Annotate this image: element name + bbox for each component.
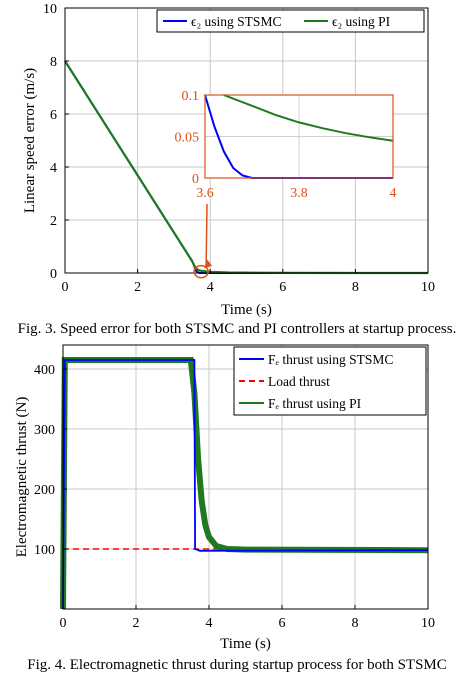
zoom-inset: 3.6 3.8 4 0 0.05 0.1 [175,89,397,279]
figure-3-caption: Fig. 3. Speed error for both STSMC and P… [18,321,457,337]
y-tick-label: 400 [34,363,55,378]
x-tick-label: 0 [62,280,69,295]
legend-label-pi: ϵ₂ using PI [332,14,391,29]
y-tick-label: 4 [50,161,57,176]
inset-frame [204,94,394,179]
y-tick-label: 200 [34,483,55,498]
y-axis-label: Linear speed error (m/s) [22,68,38,213]
x-tick-label: 10 [421,280,435,295]
x-tick-label: 4 [207,280,214,295]
tick-labels: 0 2 4 6 8 10 0 2 4 6 8 10 [43,2,435,295]
x-axis-label: Time (s) [220,636,271,652]
inset-y-tick-label: 0.05 [175,131,200,146]
x-tick-label: 10 [421,616,435,631]
x-tick-label: 2 [134,280,141,295]
y-tick-label: 6 [50,108,57,123]
series-stsmc [62,359,429,610]
legend: ϵ₂ using STSMC ϵ₂ using PI [156,9,425,33]
x-tick-label: 2 [133,616,140,631]
x-tick-label: 4 [206,616,213,631]
y-tick-label: 100 [34,543,55,558]
x-tick-label: 0 [60,616,67,631]
x-tick-label: 8 [352,616,359,631]
inset-x-tick-label: 3.8 [290,186,308,201]
legend-label-stsmc: Fₑ thrust using STSMC [268,352,393,367]
legend-label-pi: Fₑ thrust using PI [268,396,362,411]
speed-error-chart: 0 2 4 6 8 10 0 2 4 6 8 10 Time (s) Linear speed err… [22,2,435,318]
tick-labels: 0 2 4 6 8 10 100 200 300 400 [34,363,435,631]
legend-label-load: Load thrust [268,374,330,389]
y-axis-label: Electromagnetic thrust (N) [14,397,30,558]
inset-y-tick-label: 0 [192,172,199,187]
y-tick-label: 10 [43,2,57,17]
y-tick-label: 8 [50,55,57,70]
plot-lines [60,357,429,610]
legend-box [233,346,427,416]
y-tick-label: 0 [50,267,57,282]
axes-frame [64,7,429,274]
x-axis-label: Time (s) [221,302,272,318]
inset-y-tick-label: 0.1 [182,89,200,104]
zoom-connector [205,203,208,267]
legend: Fₑ thrust using STSMC Load thrust Fₑ thr… [233,346,427,416]
zoom-arrowhead [204,259,213,269]
zoom-marker [193,264,209,279]
legend-label-stsmc: ϵ₂ using STSMC [191,14,281,29]
inset-x-tick-label: 4 [390,186,397,201]
x-tick-label: 6 [279,280,286,295]
axes-frame [62,344,429,610]
figure-4-caption: Fig. 4. Electromagnetic thrust during st… [27,657,447,673]
x-tick-label: 8 [352,280,359,295]
inset-series-pi [223,94,394,142]
legend-box [156,9,425,33]
x-tick-label: 6 [279,616,286,631]
thrust-chart: 0 2 4 6 8 10 100 200 300 400 Time (s) Electromagn… [14,344,435,652]
y-tick-label: 300 [34,423,55,438]
y-tick-label: 2 [50,214,57,229]
inset-x-tick-label: 3.6 [196,186,214,201]
